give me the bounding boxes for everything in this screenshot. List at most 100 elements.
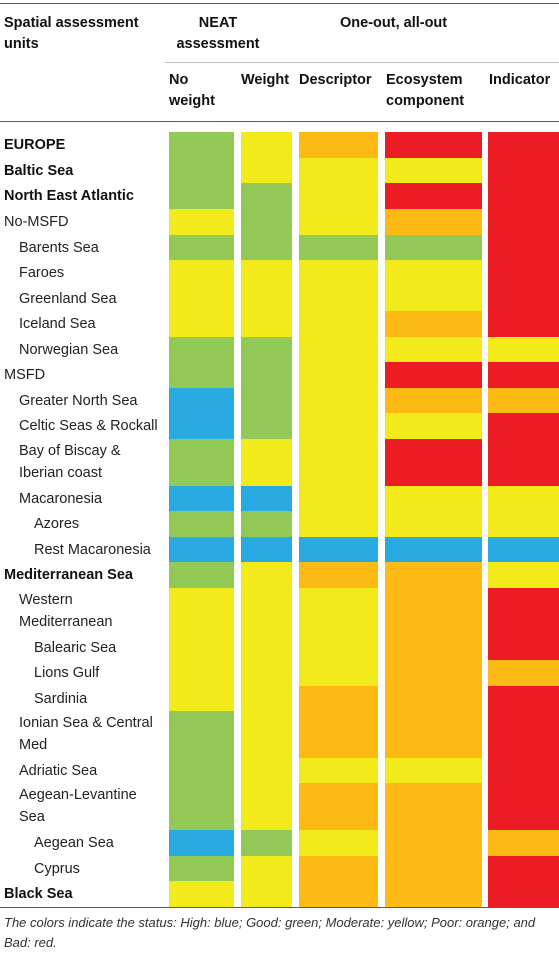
row-label: Black Sea	[4, 886, 73, 902]
status-cell-weight	[241, 337, 292, 362]
row-label: Ionian Sea & Central Med	[19, 715, 153, 753]
status-cell-weight	[241, 711, 292, 758]
status-cell-no-weight	[169, 856, 234, 881]
status-cell-indicator	[488, 537, 559, 562]
status-cell-descriptor	[299, 783, 378, 830]
status-cell-ecosystem	[385, 588, 482, 635]
status-cell-weight	[241, 660, 292, 686]
status-cell-ecosystem	[385, 856, 482, 881]
status-cell-weight	[241, 537, 292, 562]
status-cell-descriptor	[299, 286, 378, 311]
row-label: MSFD	[4, 367, 46, 383]
header-spatial-units: Spatial assessment units	[4, 15, 139, 52]
row-label: Macaronesia	[19, 491, 103, 507]
status-cell-weight	[241, 235, 292, 260]
status-cell-indicator	[488, 388, 559, 413]
status-cell-no-weight	[169, 511, 234, 537]
status-cell-no-weight	[169, 660, 234, 686]
status-cell-indicator	[488, 260, 559, 286]
status-cell-ecosystem	[385, 660, 482, 686]
status-cell-no-weight	[169, 881, 234, 907]
status-cell-no-weight	[169, 362, 234, 388]
status-cell-weight	[241, 439, 292, 486]
status-cell-ecosystem	[385, 183, 482, 209]
status-cell-no-weight	[169, 132, 234, 158]
status-cell-descriptor	[299, 588, 378, 635]
header-neat-assessment: NEAT assessment	[176, 15, 260, 52]
status-cell-ecosystem	[385, 337, 482, 362]
status-cell-no-weight	[169, 183, 234, 209]
status-cell-no-weight	[169, 209, 234, 235]
row-label: Iceland Sea	[19, 316, 96, 332]
status-cell-ecosystem	[385, 286, 482, 311]
status-cell-indicator	[488, 511, 559, 537]
status-cell-indicator	[488, 235, 559, 260]
status-cell-descriptor	[299, 758, 378, 783]
status-cell-descriptor	[299, 881, 378, 907]
status-cell-descriptor	[299, 260, 378, 286]
status-cell-no-weight	[169, 311, 234, 337]
status-cell-no-weight	[169, 439, 234, 486]
status-cell-ecosystem	[385, 235, 482, 260]
status-cell-ecosystem	[385, 362, 482, 388]
header-one-out-all-out: One-out, all-out	[340, 15, 448, 31]
row-label: Aegean Sea	[34, 835, 114, 851]
status-cell-ecosystem	[385, 260, 482, 286]
status-cell-ecosystem	[385, 511, 482, 537]
status-cell-indicator	[488, 588, 559, 635]
status-cell-indicator	[488, 209, 559, 235]
status-cell-no-weight	[169, 413, 234, 439]
status-cell-descriptor	[299, 856, 378, 881]
status-cell-ecosystem	[385, 562, 482, 588]
status-cell-indicator	[488, 856, 559, 881]
status-cell-weight	[241, 588, 292, 635]
status-cell-weight	[241, 635, 292, 660]
status-cell-no-weight	[169, 486, 234, 511]
status-cell-indicator	[488, 439, 559, 486]
status-cell-no-weight	[169, 337, 234, 362]
header-top-rule	[0, 3, 559, 4]
status-cell-ecosystem	[385, 711, 482, 758]
status-cell-descriptor	[299, 830, 378, 856]
status-cell-weight	[241, 209, 292, 235]
row-label: Faroes	[19, 265, 65, 281]
status-cell-weight	[241, 562, 292, 588]
header-bottom-rule	[0, 121, 559, 122]
status-cell-indicator	[488, 158, 559, 183]
status-cell-weight	[241, 132, 292, 158]
status-cell-ecosystem	[385, 686, 482, 711]
status-cell-no-weight	[169, 588, 234, 635]
status-cell-indicator	[488, 311, 559, 337]
status-cell-indicator	[488, 881, 559, 907]
status-cell-no-weight	[169, 635, 234, 660]
status-cell-descriptor	[299, 413, 378, 439]
status-cell-weight	[241, 758, 292, 783]
row-label: Bay of Biscay & Iberian coast	[19, 443, 121, 481]
status-cell-no-weight	[169, 711, 234, 758]
status-cell-weight	[241, 388, 292, 413]
status-cell-ecosystem	[385, 758, 482, 783]
status-cell-ecosystem	[385, 388, 482, 413]
status-cell-descriptor	[299, 635, 378, 660]
status-cell-descriptor	[299, 388, 378, 413]
status-cell-indicator	[488, 362, 559, 388]
status-cell-ecosystem	[385, 311, 482, 337]
row-label: Baltic Sea	[4, 163, 74, 179]
status-cell-weight	[241, 511, 292, 537]
status-cell-indicator	[488, 486, 559, 511]
status-cell-ecosystem	[385, 209, 482, 235]
status-cell-indicator	[488, 711, 559, 758]
status-cell-weight	[241, 158, 292, 183]
status-cell-descriptor	[299, 183, 378, 209]
status-cell-indicator	[488, 337, 559, 362]
status-cell-descriptor	[299, 686, 378, 711]
header-group-rule	[165, 62, 559, 63]
row-label: Celtic Seas & Rockall	[19, 418, 158, 434]
status-cell-descriptor	[299, 337, 378, 362]
status-cell-indicator	[488, 183, 559, 209]
status-cell-no-weight	[169, 286, 234, 311]
status-cell-weight	[241, 856, 292, 881]
status-cell-descriptor	[299, 235, 378, 260]
status-cell-descriptor	[299, 711, 378, 758]
status-cell-ecosystem	[385, 537, 482, 562]
